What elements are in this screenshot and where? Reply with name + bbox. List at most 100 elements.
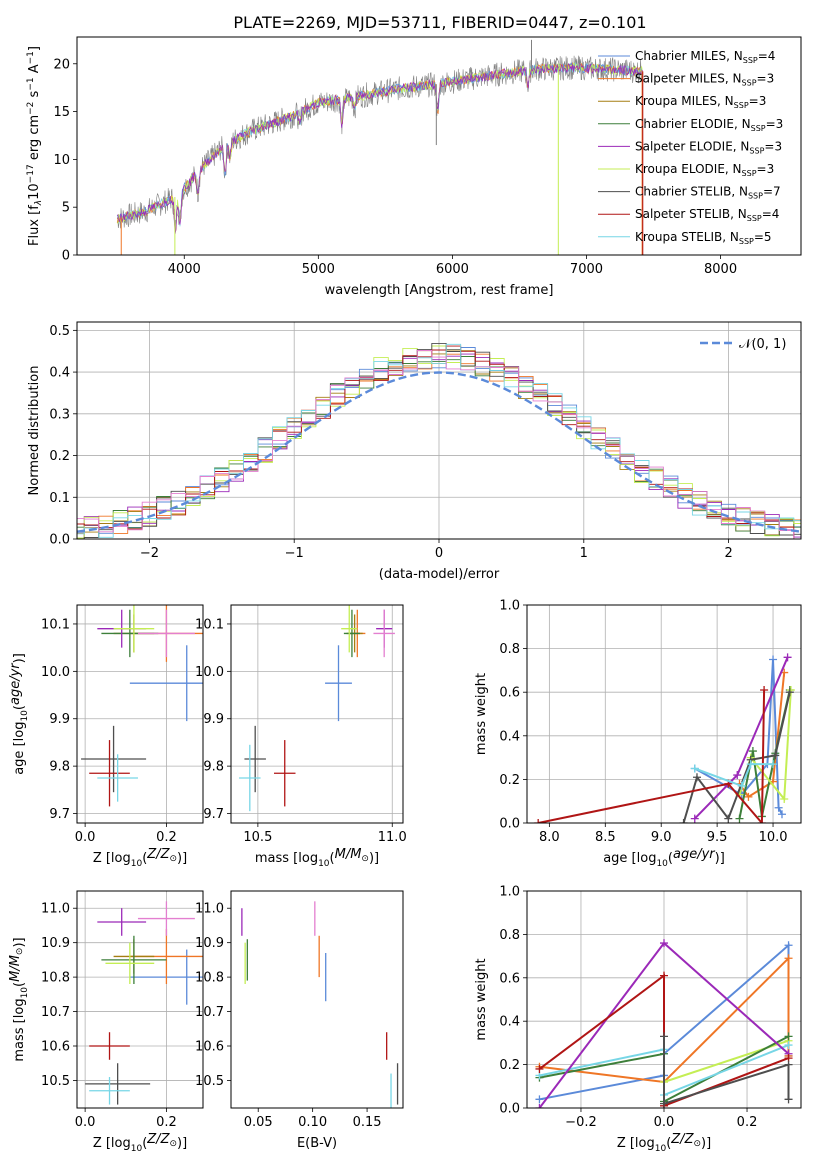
weight-point-marker [760,686,769,695]
weight-point-marker [783,653,792,662]
errorbar-point [137,609,195,658]
x-tick-label: 0 [435,546,443,561]
errorbar-point [274,740,296,807]
y-tick-label: 10.9 [41,936,70,951]
panel-spectrum: 4000 5000 6000 7000 8000 0 5 10 15 20 Flux [fλ10−1… [26,36,802,298]
panel-weight-age: 8.0 8.5 9.0 9.5 10.0 0.0 0.2 0.4 0.6 0.8 1.0 mass w… [474,599,802,869]
y-tick-label: 10.8 [195,971,224,986]
errorbar-point [89,740,130,807]
x-axis-label: Z [log10(Z/Z⊙)] [617,1132,711,1154]
errorbar-point [89,1077,130,1105]
y-axis-label: Flux [fλ10−17 erg cm−2 s−1 A−1] [26,46,44,246]
weight-point-marker [535,1104,544,1108]
panel-mass-Z: 0.0 0.2 10.5 10.6 10.7 10.8 10.9 11.0 mass [log1… [8,890,204,1154]
x-tick-label: 0.05 [244,1115,273,1130]
x-tick-label: 10.0 [759,830,788,845]
y-tick-label: 10.0 [41,665,70,680]
y-tick-label: 0.4 [499,1015,520,1030]
x-tick-label: 4000 [168,262,201,277]
x-tick-label: 0.0 [75,1115,96,1130]
errorbar-point [137,901,195,936]
y-tick-label: 20 [53,57,70,72]
y-tick-label: 10.9 [195,936,224,951]
errorbar-point [373,609,395,658]
x-tick-label: 0.2 [156,830,177,845]
x-axis-label: Z [log10(Z/Z⊙)] [93,847,187,869]
x-tick-label: 0.2 [737,1115,758,1130]
weight-series-line [537,689,766,823]
x-tick-label: 0.2 [156,1115,177,1130]
x-tick-label: 8000 [704,262,737,277]
weight-point-marker [774,803,783,812]
weight-point-marker [748,747,757,756]
errorbar-point [325,645,352,722]
weight-point-marker [784,954,793,963]
errorbar-point [129,949,203,1005]
histogram-step [77,350,801,539]
y-tick-label: 9.9 [49,712,70,727]
x-tick-label: 11.0 [378,830,407,845]
weight-point-marker [769,655,778,664]
x-tick-label: 8.5 [595,830,616,845]
weight-point-marker [744,792,753,801]
y-tick-label: 11.0 [195,902,224,917]
errorbar-point [113,605,155,653]
y-tick-label: 10.7 [195,1005,224,1020]
y-tick-label: 5 [62,201,70,216]
x-axis-label: Z [log10(Z/Z⊙)] [93,1132,187,1154]
y-tick-label: 10.5 [41,1074,70,1089]
y-axis-label: Normed distribution [27,366,42,496]
x-tick-label: −0.2 [565,1115,597,1130]
y-tick-label: 0.2 [49,449,70,464]
errorbar-point [341,605,358,653]
legend-entry: Salpeter MILES, NSSP=3 [635,72,774,88]
weight-point-marker [660,1032,668,1041]
y-tick-label: 9.7 [203,807,224,822]
y-tick-label: 10.6 [195,1040,224,1055]
weight-point-marker [757,819,766,823]
x-tick-label: 7000 [570,262,603,277]
y-tick-label: 10.8 [41,971,70,986]
y-tick-label: 0.2 [499,773,520,788]
weight-point-marker [780,795,789,804]
y-axis-label: mass weight [474,958,489,1040]
axes-frame [526,890,802,1109]
x-tick-label: −1 [285,546,304,561]
panel-age-mass: 10.5 11.0 9.7 9.8 9.9 10.0 10.1 mass [log10(M/M… [195,604,407,869]
x-tick-label: 0.10 [298,1115,327,1130]
y-tick-label: 0.2 [499,1058,520,1073]
x-tick-label: 9.0 [651,830,672,845]
weight-point-marker [535,1095,544,1104]
x-tick-label: 0.0 [75,830,96,845]
errorbar-point [89,1032,130,1060]
errorbar-point [239,744,261,812]
y-tick-label: 10.7 [41,1005,70,1020]
weight-point-marker [692,773,701,782]
weight-point-marker [660,1099,668,1108]
y-tick-label: 10.1 [195,617,224,632]
weight-series-line [539,955,790,1084]
weight-point-marker [660,971,668,980]
y-tick-label: 10.5 [195,1074,224,1089]
x-tick-label: 5000 [302,262,335,277]
legend: Chabrier MILES, NSSP=4 Salpeter MILES, NS… [598,49,783,246]
weight-series-line [682,691,791,823]
y-tick-label: 0.5 [49,324,70,339]
figure-title: PLATE=2269, MJD=53711, FIBERID=0447, z=0… [233,13,646,32]
errorbar-point [343,609,360,658]
weight-point-marker [784,1095,793,1104]
y-tick-label: 0.4 [499,729,520,744]
errorbar-point [105,942,155,984]
x-tick-label: −2 [140,546,159,561]
weight-point-marker [746,760,755,769]
weight-point-marker [784,941,793,950]
legend-entry: Chabrier MILES, NSSP=4 [635,49,775,65]
x-tick-label: 8.0 [539,830,560,845]
axes-frame [230,604,404,824]
y-tick-label: 0.6 [499,971,520,986]
panel-mass-EBV: 0.05 0.10 0.15 10.5 10.6 10.7 10.8 10.9 11.0 E(B-… [195,890,404,1151]
axes-frame [76,604,204,824]
errorbar-point [85,1063,151,1105]
y-tick-label: 0 [62,249,70,264]
legend-entry: Kroupa ELODIE, NSSP=3 [635,162,774,178]
